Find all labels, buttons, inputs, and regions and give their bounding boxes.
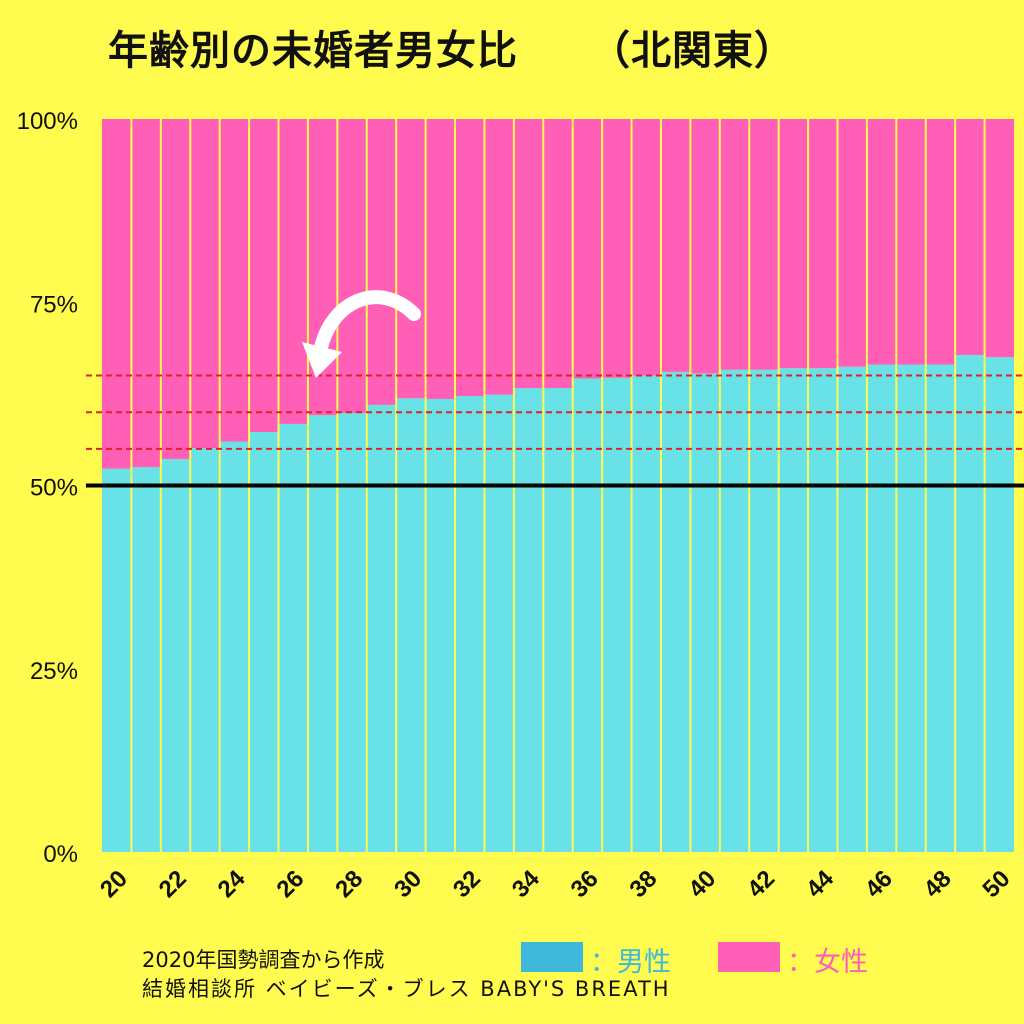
x-tick-label: 20 [95,865,133,903]
bar-male-38 [631,375,661,852]
bar-male-46 [866,364,897,852]
bar-male-49 [955,355,985,852]
bar-female-33 [484,119,514,395]
bar-female-23 [190,119,220,449]
x-tick-label: 44 [801,865,839,903]
bar-male-43 [778,368,809,852]
bar-female-46 [866,119,897,365]
legend-male-label: ：男性 [590,947,671,978]
bar-female-50 [984,119,1014,358]
bar-male-31 [425,399,456,852]
chart-title: 年齢別の未婚者男女比 （北関東） [108,18,795,76]
bar-male-28 [337,412,367,852]
x-tick-label: 34 [507,865,545,903]
bar-male-34 [513,388,544,852]
y-axis-ticks: 0% 25% 50% 75% 100% [17,108,78,868]
bar-female-49 [955,119,985,356]
bar-female-29 [366,119,397,405]
bar-male-47 [896,364,926,852]
x-tick-label: 32 [448,865,486,903]
chart-title-text: 年齢別の未婚者男女比 [108,28,518,74]
y-tick-label: 25% [30,658,78,685]
bar-male-32 [455,396,485,852]
bar-female-37 [602,119,632,378]
y-tick-label: 0% [43,841,78,868]
bar-female-35 [543,119,573,389]
bar-male-25 [249,431,279,852]
x-axis-ticks: 20 22 24 26 28 30 32 34 36 38 40 42 44 46 48 50 [95,865,1016,903]
bar-male-29 [366,404,397,852]
y-tick-label: 100% [17,108,78,135]
bar-male-21 [131,467,161,852]
bar-female-42 [749,119,779,370]
stacked-bar-chart: 0% 25% 50% 75% 100% 20 22 24 26 28 30 32 34 36 38 40 42… [17,108,1024,903]
legend-female-swatch [718,942,780,972]
legend-female-label: ：女性 [787,947,868,978]
bar-male-42 [749,369,779,852]
bar-male-44 [808,368,838,852]
x-tick-label: 46 [860,865,898,903]
source-note: 2020年国勢調査から作成 [142,948,385,972]
bar-female-41 [719,119,750,370]
bar-female-40 [690,119,720,374]
bar-male-45 [837,366,867,852]
x-tick-label: 30 [389,865,427,903]
bar-male-50 [984,357,1014,852]
x-tick-label: 40 [683,865,721,903]
x-tick-label: 24 [213,865,251,903]
x-tick-label: 36 [566,865,604,903]
bar-female-32 [455,119,485,397]
bar-female-39 [660,119,691,372]
bar-female-22 [160,119,191,460]
bar-female-44 [808,119,838,369]
credit-note: 結婚相談所 ベイビーズ・ブレス BABY'S BREATH [142,977,671,1001]
legend-male-swatch [521,942,583,972]
bar-male-24 [219,441,250,852]
x-tick-label: 42 [742,865,780,903]
bar-female-47 [896,119,926,365]
bar-female-43 [778,119,809,369]
bar-female-25 [249,119,279,432]
bar-male-35 [543,388,573,852]
x-tick-label: 28 [330,865,368,903]
reference-lines [86,374,1024,488]
curved-arrow-icon [302,290,421,378]
x-tick-label: 38 [625,865,663,903]
bars-layer [102,119,1014,852]
bar-male-41 [719,369,750,852]
bar-male-22 [160,459,191,852]
x-tick-label: 48 [919,865,957,903]
bar-male-20 [102,468,132,852]
bar-female-20 [102,119,132,469]
bar-female-30 [396,119,426,399]
y-tick-label: 50% [30,475,78,502]
bar-male-26 [278,423,308,852]
bar-female-26 [278,119,308,424]
bar-female-21 [131,119,161,468]
bar-female-31 [425,119,456,400]
bar-male-40 [690,373,720,852]
x-tick-label: 22 [154,865,192,903]
bar-male-27 [307,415,338,852]
bar-female-28 [337,119,367,413]
bar-female-24 [219,119,250,442]
bar-male-48 [925,364,956,852]
bar-male-37 [602,377,632,852]
bar-female-38 [631,119,661,376]
bar-male-30 [396,398,426,852]
bar-female-48 [925,119,956,365]
x-tick-label: 26 [271,865,309,903]
bar-female-36 [572,119,603,379]
x-tick-label: 50 [978,865,1016,903]
chart-region: （北関東） [590,28,795,74]
bar-male-39 [660,371,691,852]
bar-male-33 [484,394,514,852]
bar-female-34 [513,119,544,389]
bar-male-23 [190,448,220,852]
y-tick-label: 75% [30,291,78,318]
bar-female-45 [837,119,867,367]
bar-male-36 [572,378,603,852]
